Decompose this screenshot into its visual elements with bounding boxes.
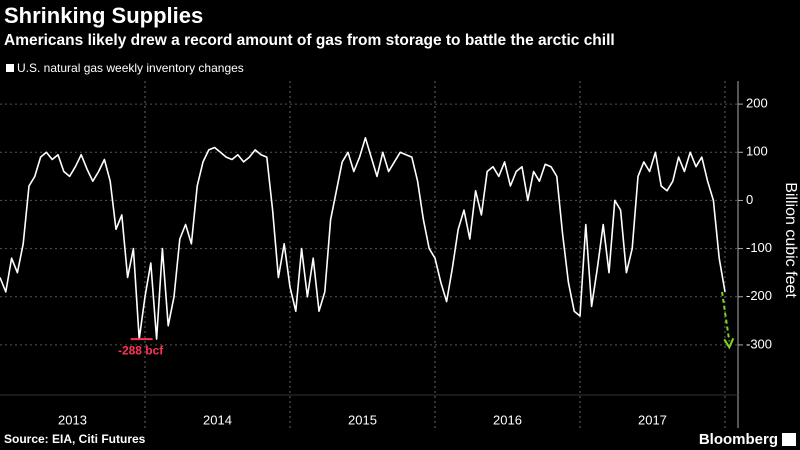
y-tick-label: 200 <box>746 96 768 111</box>
source: Source: EIA, Citi Futures <box>4 432 146 446</box>
series-line <box>0 137 726 340</box>
brand-icon <box>782 433 796 446</box>
x-tick-label: 2013 <box>58 412 87 427</box>
y-tick-label: -100 <box>746 240 772 255</box>
legend-label: U.S. natural gas weekly inventory change… <box>17 61 244 75</box>
projection-line <box>721 291 731 342</box>
y-tick-label: -300 <box>746 336 772 351</box>
x-tick-label: 2016 <box>493 412 522 427</box>
brand: Bloomberg <box>699 431 778 448</box>
y-tick-label: 100 <box>746 144 768 159</box>
chart-subtitle: Americans likely drew a record amount of… <box>4 32 615 49</box>
x-tick-label: 2014 <box>203 412 232 427</box>
y-tick-label: 0 <box>746 192 753 207</box>
annotation-label: -288 bcf <box>118 343 164 357</box>
x-tick-label: 2017 <box>638 412 667 427</box>
y-axis-label: Billion cubic feet <box>782 182 799 298</box>
chart-title: Shrinking Supplies <box>4 3 203 28</box>
legend-swatch <box>6 64 14 72</box>
x-tick-label: 2015 <box>348 412 377 427</box>
y-tick-label: -200 <box>746 288 772 303</box>
projection-arrowhead <box>723 337 735 350</box>
